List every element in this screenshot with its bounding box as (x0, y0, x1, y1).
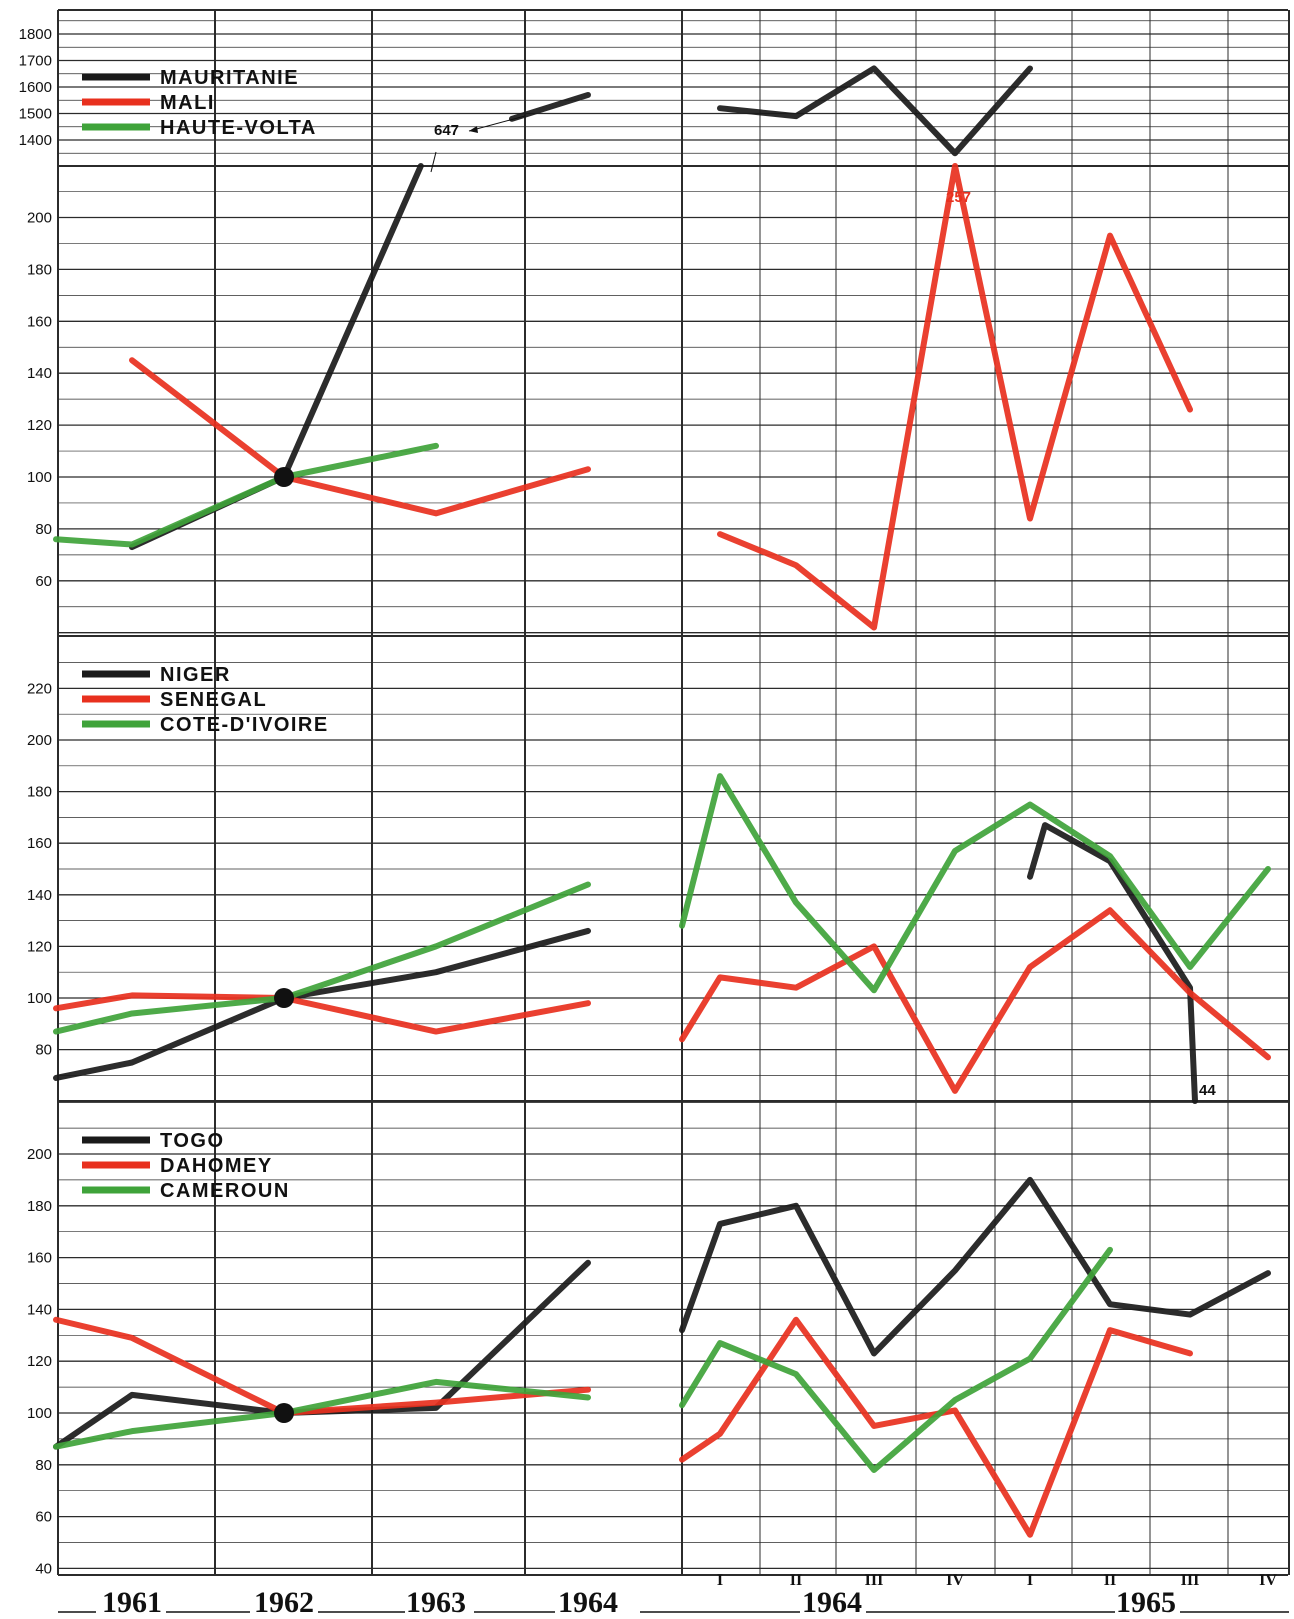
y-tick-label: 160 (27, 313, 52, 330)
series-line-niger-quarterly (1027, 822, 1198, 1104)
series-line-mauritanie-annual-upper (509, 91, 591, 122)
y-tick-label: 120 (27, 938, 52, 955)
grid-layer (57, 9, 1290, 1576)
y-tick-label-upper: 1400 (19, 132, 52, 149)
base-point-1962 (274, 1403, 294, 1423)
y-tick-label-upper: 1800 (19, 26, 52, 43)
x-quarter-year-label: 1964 (802, 1586, 862, 1619)
series-line-cote-d-ivoire-quarterly (679, 773, 1271, 994)
series-line-haute-volta-annual (53, 442, 439, 548)
series-line-senegal-quarterly (679, 907, 1271, 1094)
y-tick-label: 220 (27, 680, 52, 697)
y-tick-label: 80 (35, 1042, 52, 1059)
legend-label: MAURITANIE (160, 67, 299, 89)
y-tick-label: 160 (27, 1250, 52, 1267)
series-line-togo-annual (53, 1259, 591, 1450)
x-quarter-label: I (717, 1572, 723, 1589)
legend-label: NIGER (160, 664, 231, 686)
annotation-arrow (468, 115, 526, 132)
legend-label: SENEGAL (160, 689, 267, 711)
y-tick-label: 100 (27, 990, 52, 1007)
y-tick-label: 80 (35, 521, 52, 538)
y-tick-label: 200 (27, 210, 52, 227)
series-line-cote-d-ivoire-annual (53, 881, 591, 1035)
y-tick-label: 120 (27, 1353, 52, 1370)
y-tick-label: 180 (27, 1198, 52, 1215)
y-tick-label: 160 (27, 835, 52, 852)
legend-label: COTE-D'IVOIRE (160, 714, 329, 736)
series-line-mali-quarterly (717, 163, 1193, 631)
series-line-mauritanie-annual (129, 163, 424, 551)
y-tick-label: 60 (35, 573, 52, 590)
x-quarter-year-label: 1965 (1116, 1586, 1176, 1619)
y-tick-label-upper: 1600 (19, 79, 52, 96)
series-line-cameroun-quarterly (679, 1246, 1113, 1473)
annotation-arrowhead (469, 126, 478, 133)
y-tick-label: 140 (27, 1301, 52, 1318)
tick-labels: 60 80 100 120 140 160 180 200 1400 1500 1600 1700 18… (19, 26, 52, 1577)
x-quarter-label: IV (1259, 1572, 1277, 1589)
legends: MAURITANIE MALI HAUTE-VOLTA NIGER SENEGAL COT… (82, 67, 329, 1202)
series-line-dahomey-annual (53, 1316, 591, 1416)
annotation-257: 257 (946, 189, 971, 206)
y-tick-label: 80 (35, 1457, 52, 1474)
x-quarter-label: II (1104, 1572, 1116, 1589)
y-tick-label: 140 (27, 887, 52, 904)
y-tick-label: 100 (27, 1405, 52, 1422)
x-year-label: 1963 (406, 1586, 466, 1619)
y-tick-label: 200 (27, 732, 52, 749)
series-layer: 647 257 44 (53, 65, 1271, 1538)
x-quarter-label: I (1027, 1572, 1033, 1589)
y-tick-label: 40 (35, 1560, 52, 1577)
y-tick-label-upper: 1500 (19, 106, 52, 123)
legend-label: CAMEROUN (160, 1180, 290, 1202)
legend-label: MALI (160, 92, 215, 114)
x-quarter-label: III (865, 1572, 884, 1589)
legend-label: TOGO (160, 1130, 225, 1152)
y-tick-label: 200 (27, 1146, 52, 1163)
annotation-arrow-up (430, 151, 437, 173)
x-year-label: 1962 (254, 1586, 314, 1619)
x-quarter-label: II (790, 1572, 802, 1589)
y-tick-label: 120 (27, 417, 52, 434)
base-point-1962 (274, 467, 294, 487)
annotation-44: 44 (1199, 1082, 1216, 1099)
y-tick-label: 60 (35, 1509, 52, 1526)
y-tick-label: 100 (27, 469, 52, 486)
x-quarter-label: IV (946, 1572, 964, 1589)
x-quarter-label: III (1181, 1572, 1200, 1589)
y-tick-label: 180 (27, 784, 52, 801)
y-tick-label: 140 (27, 365, 52, 382)
x-year-label: 1964 (558, 1586, 618, 1619)
y-tick-label: 180 (27, 261, 52, 278)
annotation-647: 647 (434, 122, 459, 139)
series-line-dahomey-quarterly (679, 1316, 1193, 1538)
legend-label: DAHOMEY (160, 1155, 273, 1177)
series-line-mali-annual (129, 357, 591, 517)
series-line-togo-quarterly (679, 1176, 1271, 1357)
series-line-mauritanie-quarterly-upper (717, 65, 1033, 157)
base-point-1962 (274, 988, 294, 1008)
y-tick-label-upper: 1700 (19, 53, 52, 70)
x-year-label: 1961 (102, 1586, 162, 1619)
legend-label: HAUTE-VOLTA (160, 117, 317, 139)
